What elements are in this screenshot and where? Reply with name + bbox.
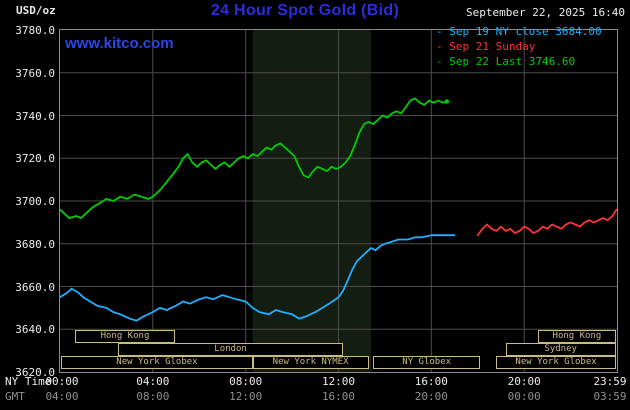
session-sydney: Sydney bbox=[505, 343, 616, 356]
price-line-sep21 bbox=[476, 208, 617, 237]
session-new-york-nymex: New York NYMEX bbox=[252, 356, 369, 369]
last-price-marker bbox=[444, 99, 450, 104]
chart-datetime: September 22, 2025 16:40 bbox=[466, 6, 625, 19]
y-tick-3720: 3720.0 bbox=[15, 152, 55, 166]
legend-sep19: - Sep 19 NY close 3684.00 bbox=[436, 25, 602, 38]
x-tick-00:00: 00:00 bbox=[507, 390, 541, 403]
legend-sep22: - Sep 22 Last 3746.60 bbox=[436, 55, 576, 68]
legend-sep21: - Sep 21 Sunday bbox=[436, 40, 536, 53]
session-new-york-globex: New York Globex bbox=[496, 356, 616, 369]
x-axis-ny-ticks: 00:00 04:00 08:00 12:00 16:00 20:00 23:59 bbox=[0, 375, 630, 388]
kitco-watermark-link[interactable]: www.kitco.com bbox=[65, 35, 174, 52]
x-tick-20:00: 20:00 bbox=[507, 375, 541, 388]
price-line-sep22 bbox=[60, 97, 448, 220]
x-tick-16:00: 16:00 bbox=[321, 390, 356, 403]
y-axis-labels: 3780.0 3760.0 3740.0 3720.0 3700.0 3680.0 3660… bbox=[0, 0, 58, 410]
y-tick-3640: 3640.0 bbox=[15, 323, 55, 337]
x-tick-00:00: 00:00 bbox=[45, 375, 79, 388]
x-axis-ny-time-label: NY Time bbox=[5, 375, 52, 388]
x-axis-gmt-ticks: 04:00 08:00 12:00 16:00 20:00 00:00 03:59 bbox=[0, 390, 630, 403]
x-tick-23:59: 23:59 bbox=[593, 375, 627, 388]
y-tick-3660: 3660.0 bbox=[15, 280, 55, 294]
session-ny-globex: NY Globex bbox=[373, 356, 481, 369]
y-tick-3780: 3780.0 bbox=[15, 24, 55, 37]
x-tick-04:00: 04:00 bbox=[136, 375, 170, 388]
y-tick-3620: 3620.0 bbox=[15, 366, 55, 379]
x-tick-08:00: 08:00 bbox=[229, 375, 263, 388]
session-london: London bbox=[118, 343, 344, 356]
y-tick-3680: 3680.0 bbox=[15, 237, 55, 251]
plot-area: Hong Kong Hong Kong London Sydney New York G… bbox=[59, 29, 618, 373]
market-session-bars: Hong Kong Hong Kong London Sydney New York G… bbox=[60, 30, 617, 372]
session-new-york-globex: New York Globex bbox=[61, 356, 253, 369]
chart-title: 24 Hour Spot Gold (Bid) bbox=[210, 2, 400, 19]
x-tick-20:00: 20:00 bbox=[414, 390, 448, 403]
x-tick-16:00: 16:00 bbox=[414, 375, 448, 388]
x-tick-04:00: 04:00 bbox=[45, 390, 79, 403]
x-axis-gmt-label: GMT bbox=[5, 390, 25, 403]
session-hong-kong: Hong Kong bbox=[75, 330, 175, 343]
price-series-plot bbox=[60, 30, 617, 372]
price-line-sep19 bbox=[60, 234, 456, 322]
session-hong-kong: Hong Kong bbox=[538, 330, 616, 343]
price-units-label: USD/oz bbox=[16, 4, 56, 17]
y-tick-3740: 3740.0 bbox=[15, 109, 55, 123]
y-tick-3760: 3760.0 bbox=[15, 66, 55, 80]
x-tick-03:59: 03:59 bbox=[593, 390, 627, 403]
x-tick-12:00: 12:00 bbox=[321, 375, 356, 388]
chart-legend: - Sep 19 NY close 3684.00 - Sep 21 Sunday… bbox=[436, 24, 602, 69]
y-tick-3700: 3700.0 bbox=[15, 195, 55, 208]
x-tick-08:00: 08:00 bbox=[136, 390, 170, 403]
x-tick-12:00: 12:00 bbox=[229, 390, 263, 403]
